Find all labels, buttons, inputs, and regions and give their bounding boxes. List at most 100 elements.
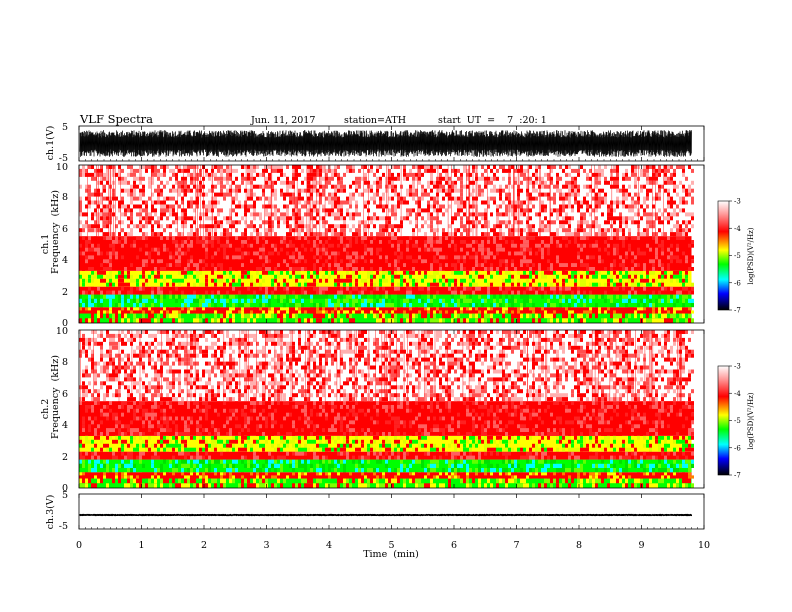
ch1-spec-cell xyxy=(280,270,283,275)
ch1-spec-cell xyxy=(268,290,271,295)
ch1-spec-cell xyxy=(292,208,295,213)
ch1-spec-cell xyxy=(454,263,457,267)
ch1-spec-cell xyxy=(349,274,352,279)
ch1-spec-cell xyxy=(589,251,592,256)
ch1-spec-cell xyxy=(433,278,436,283)
ch1-spec-cell xyxy=(667,180,670,185)
ch1-spec-cell xyxy=(574,180,577,185)
ch1-spec-cell xyxy=(499,251,502,256)
ch1-spec-cell xyxy=(535,290,538,295)
ch1-spec-cell xyxy=(145,200,148,205)
ch1-spec-cell xyxy=(487,270,490,275)
ch2-spec-cell xyxy=(340,478,343,484)
ch1-spec-cell xyxy=(412,313,415,319)
ch1-spec-cell xyxy=(205,172,208,177)
ch1-spec-cell xyxy=(622,243,625,248)
ch1-spec-cell xyxy=(124,212,127,217)
ch1-spec-cell xyxy=(412,267,415,271)
ch1-spec-cell xyxy=(226,220,229,225)
ch1-spec-cell xyxy=(172,294,175,299)
ch1-spec-cell xyxy=(217,307,220,311)
ch1-spec-cell xyxy=(298,270,301,275)
ch1-spec-cell xyxy=(253,200,256,205)
ch1-spec-cell xyxy=(271,180,274,185)
ch1-spec-cell xyxy=(214,200,217,205)
ch1-spec-cell xyxy=(445,188,448,193)
ch1-spec-cell xyxy=(157,243,160,248)
ch1-spec-cell xyxy=(364,240,367,244)
ch1-spec-cell xyxy=(604,259,607,264)
ch1-spec-cell xyxy=(646,204,649,209)
ch1-spec-cell xyxy=(115,196,118,201)
ch1-spec-cell xyxy=(652,176,655,181)
ch1-spec-cell xyxy=(514,243,517,248)
ch1-spec-cell xyxy=(565,204,568,209)
ch1-spec-cell xyxy=(97,274,100,279)
ch1-spec-cell xyxy=(631,220,634,225)
ch1-spec-cell xyxy=(202,255,205,260)
ch1-spec-cell xyxy=(517,270,520,275)
ch1-spec-cell xyxy=(286,165,289,169)
ch1-spec-cell xyxy=(181,180,184,185)
ch1-spec-cell xyxy=(391,236,394,240)
ch1-spec-cell xyxy=(595,274,598,279)
ch1-spec-cell xyxy=(496,204,499,209)
ch1-spec-cell xyxy=(379,165,382,169)
ch1-spec-cell xyxy=(220,176,223,181)
ch1-spec-cell xyxy=(586,184,589,189)
ch1-spec-cell xyxy=(160,200,163,205)
ch1-spec-cell xyxy=(199,267,202,271)
ch1-spec-cell xyxy=(223,310,226,314)
ch1-spec-cell xyxy=(337,274,340,279)
ch1-spec-cell xyxy=(247,192,250,197)
ch1-spec-cell xyxy=(400,307,403,311)
ch1-spec-cell xyxy=(505,318,508,323)
ch1-spec-cell xyxy=(178,251,181,256)
ch1-spec-cell xyxy=(526,184,529,189)
ch1-spec-cell xyxy=(271,168,274,173)
ch1-spec-cell xyxy=(151,228,154,233)
ch1-spec-cell xyxy=(667,212,670,217)
ch1-spec-cell xyxy=(580,255,583,260)
ch1-spec-cell xyxy=(685,259,688,264)
ch1-spec-cell xyxy=(586,313,589,319)
ch1-spec-cell xyxy=(418,270,421,275)
ch1-spec-cell xyxy=(160,172,163,177)
ch1-spec-cell xyxy=(364,200,367,205)
ch1-spec-cell xyxy=(100,180,103,185)
ch1-spec-cell xyxy=(298,188,301,193)
ch1-spec-cell xyxy=(322,290,325,295)
ch1-spec-cell xyxy=(682,165,685,169)
ch1-spec-cell xyxy=(337,263,340,267)
ch1-spec-cell xyxy=(118,307,121,311)
ch1-spec-cell xyxy=(103,196,106,201)
ch1-spec-cell xyxy=(361,165,364,169)
ch1-spec-cell xyxy=(160,263,163,267)
ch1-spec-cell xyxy=(253,176,256,181)
ch1-spec-cell xyxy=(403,278,406,283)
ch1-spec-cell xyxy=(421,313,424,319)
ch1-spec-cell xyxy=(304,232,307,237)
ch1-spec-cell xyxy=(154,168,157,173)
ch2-spec-cell xyxy=(139,478,142,484)
ch1-spec-cell xyxy=(487,240,490,244)
ch1-spec-cell xyxy=(436,318,439,323)
ch1-spec-cell xyxy=(667,236,670,240)
ch1-spec-cell xyxy=(379,240,382,244)
ch1-spec-cell xyxy=(625,216,628,221)
ch1-spec-cell xyxy=(241,216,244,221)
ch1-spec-cell xyxy=(232,298,235,303)
ch1-spec-cell xyxy=(133,278,136,283)
ch1-spec-cell xyxy=(457,313,460,319)
ch1-spec-cell xyxy=(286,294,289,299)
ch1-spec-cell xyxy=(223,168,226,173)
ch1-spec-cell xyxy=(484,232,487,237)
ch1-spec-cell xyxy=(370,220,373,225)
ch1-spec-cell xyxy=(511,298,514,303)
ch1-spec-cell xyxy=(481,172,484,177)
ch1-spec-cell xyxy=(109,294,112,299)
ch1-spec-cell xyxy=(175,216,178,221)
ch1-spec-cell xyxy=(328,240,331,244)
ch1-spec-cell xyxy=(529,232,532,237)
ch1-spec-cell xyxy=(355,259,358,264)
